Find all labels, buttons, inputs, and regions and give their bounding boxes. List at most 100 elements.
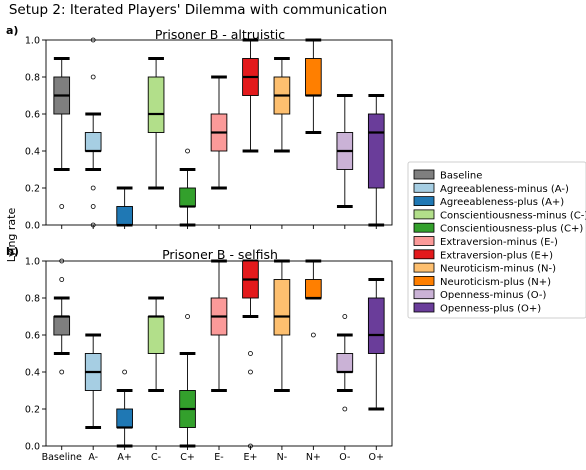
legend-swatch bbox=[413, 182, 435, 193]
outlier-point bbox=[90, 204, 96, 209]
legend-item-Baseline: Baseline bbox=[413, 169, 482, 182]
panel-label-a: a) bbox=[6, 24, 18, 37]
outlier-point bbox=[185, 148, 190, 154]
legend-swatch bbox=[413, 209, 435, 220]
box-body bbox=[116, 408, 133, 428]
box-body bbox=[305, 58, 322, 96]
box-body bbox=[305, 279, 322, 299]
box-b-C+ bbox=[179, 314, 196, 448]
x-tick-label: N- bbox=[277, 452, 288, 463]
legend-label: Openness-minus (O-) bbox=[440, 290, 546, 301]
x-tick-label: C- bbox=[151, 452, 161, 463]
legend-item-N+: Neuroticism-plus (N+) bbox=[413, 275, 551, 288]
outlier-point bbox=[90, 37, 96, 43]
legend-item-E+: Extraversion-plus (E+) bbox=[413, 249, 553, 261]
y-tick-label-b: 0.4 bbox=[25, 368, 40, 379]
legend-swatch bbox=[413, 289, 435, 300]
legend-swatch bbox=[413, 302, 435, 313]
legend-label: Extraversion-minus (E-) bbox=[440, 237, 558, 248]
legend-swatch bbox=[413, 196, 435, 207]
box-a-C- bbox=[147, 57, 165, 190]
box-body bbox=[336, 353, 354, 373]
legend-label: Openness-plus (O+) bbox=[440, 304, 541, 315]
box-a-Baseline bbox=[53, 57, 71, 209]
y-tick-label-b: 0.2 bbox=[25, 405, 40, 416]
legend-label: Neuroticism-minus (N-) bbox=[440, 264, 556, 275]
panel-selfish: b) Prisoner B - selfish 0.0 0.2 0.4 0.6 0.8 1… bbox=[6, 245, 393, 463]
box-body bbox=[179, 187, 196, 207]
legend-swatch bbox=[413, 236, 435, 246]
y-tick-label-b: 0.6 bbox=[25, 331, 40, 342]
x-tick-label: A- bbox=[88, 452, 98, 463]
x-tick-label: N+ bbox=[306, 452, 321, 463]
outlier-point bbox=[342, 406, 348, 412]
legend-swatch bbox=[413, 262, 435, 273]
x-tick-label: C+ bbox=[180, 452, 195, 463]
box-body bbox=[147, 76, 165, 133]
outlier-point bbox=[90, 222, 96, 228]
y-tick-label-a: 0.0 bbox=[25, 221, 40, 232]
box-b-A+ bbox=[116, 369, 133, 448]
y-tick-label-a: 0.2 bbox=[25, 184, 40, 195]
x-tick-label: Baseline bbox=[42, 452, 82, 463]
box-body bbox=[84, 132, 102, 152]
x-tick-label: O- bbox=[339, 452, 350, 463]
outlier-point bbox=[59, 204, 65, 209]
box-b-N+ bbox=[305, 259, 322, 338]
y-tick-label-b: 1.0 bbox=[25, 257, 40, 268]
outlier-point bbox=[248, 443, 253, 449]
box-b-E- bbox=[210, 259, 228, 392]
box-a-O+ bbox=[367, 94, 385, 227]
legend-label: Agreeableness-plus (A+) bbox=[440, 197, 564, 208]
y-tick-label-a: 1.0 bbox=[25, 36, 40, 47]
outlier-point bbox=[122, 369, 128, 375]
box-b-A- bbox=[84, 333, 102, 429]
box-body bbox=[367, 113, 385, 189]
box-body bbox=[273, 279, 291, 336]
box-a-N+ bbox=[305, 38, 322, 134]
box-a-C+ bbox=[179, 148, 196, 227]
outlier-point bbox=[59, 277, 65, 282]
legend: Baseline Agreeableness-minus (A-) Agreeabl… bbox=[407, 161, 586, 319]
x-tick-label: O+ bbox=[369, 452, 384, 463]
box-a-O- bbox=[336, 94, 354, 208]
legend-label: Agreeableness-minus (A-) bbox=[440, 184, 569, 195]
box-b-Baseline bbox=[53, 258, 71, 375]
box-b-O- bbox=[336, 314, 354, 412]
y-tick-label-b: 0.8 bbox=[25, 294, 40, 305]
y-tick-label-a: 0.4 bbox=[25, 147, 40, 158]
box-b-N- bbox=[273, 259, 291, 392]
legend-swatch bbox=[413, 249, 435, 260]
outlier-point bbox=[90, 74, 96, 80]
legend-swatch bbox=[413, 275, 435, 286]
box-b-O+ bbox=[367, 278, 385, 411]
outlier-point bbox=[59, 258, 65, 264]
legend-label: Baseline bbox=[440, 171, 482, 182]
box-body bbox=[147, 316, 165, 354]
y-axis-label: Lying rate bbox=[5, 208, 18, 263]
legend-label: Conscientiousness-plus (C+) bbox=[440, 224, 583, 235]
legend-frame bbox=[407, 161, 586, 319]
panel-altruistic: a) Prisoner B - altruistic 0.0 0.2 0.4 0.6 0… bbox=[6, 24, 393, 232]
outlier-point bbox=[248, 351, 253, 356]
x-tick-label: E+ bbox=[243, 452, 257, 463]
outlier-point bbox=[59, 369, 65, 375]
legend-swatch bbox=[413, 169, 435, 180]
box-a-E- bbox=[210, 75, 228, 190]
box-body bbox=[53, 316, 71, 336]
y-tick-label-b: 0.0 bbox=[25, 442, 40, 453]
x-tick-label: E- bbox=[214, 452, 223, 463]
box-b-E+ bbox=[242, 259, 259, 449]
box-a-N- bbox=[273, 57, 291, 153]
legend-swatch bbox=[413, 222, 435, 233]
outlier-point bbox=[185, 314, 190, 319]
outlier-point bbox=[342, 314, 348, 319]
box-b-C- bbox=[147, 296, 165, 392]
x-tick-label: A+ bbox=[117, 452, 131, 463]
y-tick-label-a: 0.8 bbox=[25, 73, 40, 84]
legend-item-O+: Openness-plus (O+) bbox=[413, 302, 541, 315]
box-a-E+ bbox=[242, 38, 259, 153]
legend-item-N-: Neuroticism-minus (N-) bbox=[413, 262, 556, 275]
figure-title: Setup 2: Iterated Players' Dilemma with … bbox=[9, 2, 387, 18]
